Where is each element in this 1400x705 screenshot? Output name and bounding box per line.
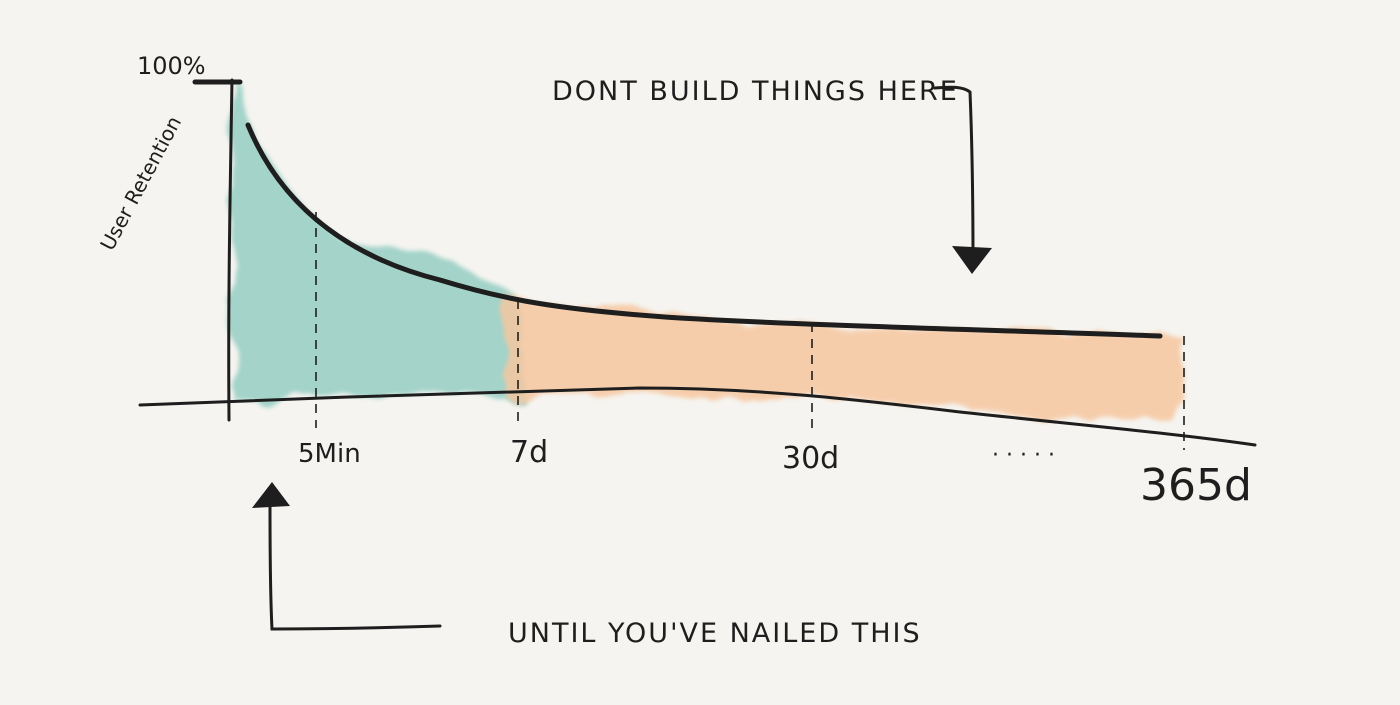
x-tick-label: 30d	[782, 441, 839, 476]
retention-curve	[245, 122, 1163, 339]
annotation-bottom: UNTIL YOU'VE NAILED THIS	[508, 618, 922, 649]
early-retention-region	[232, 80, 520, 398]
y-axis-label: User Retention	[95, 112, 186, 254]
long-term-region	[505, 300, 1180, 428]
x-tick-label: 5Min	[298, 439, 361, 469]
x-tick-label: 365d	[1140, 460, 1252, 511]
arrow-up-icon	[252, 482, 290, 508]
ellipsis: · · · · ·	[992, 443, 1055, 468]
x-axis	[138, 386, 1257, 447]
annotation-top: DONT BUILD THINGS HERE	[552, 76, 959, 107]
y-axis	[227, 78, 234, 422]
arrow-down-icon	[952, 246, 992, 274]
y-top-label: 100%	[137, 52, 206, 80]
x-tick-label: 7d	[510, 435, 548, 470]
arrow-down-line	[933, 85, 975, 264]
arrow-up-line	[268, 503, 442, 631]
